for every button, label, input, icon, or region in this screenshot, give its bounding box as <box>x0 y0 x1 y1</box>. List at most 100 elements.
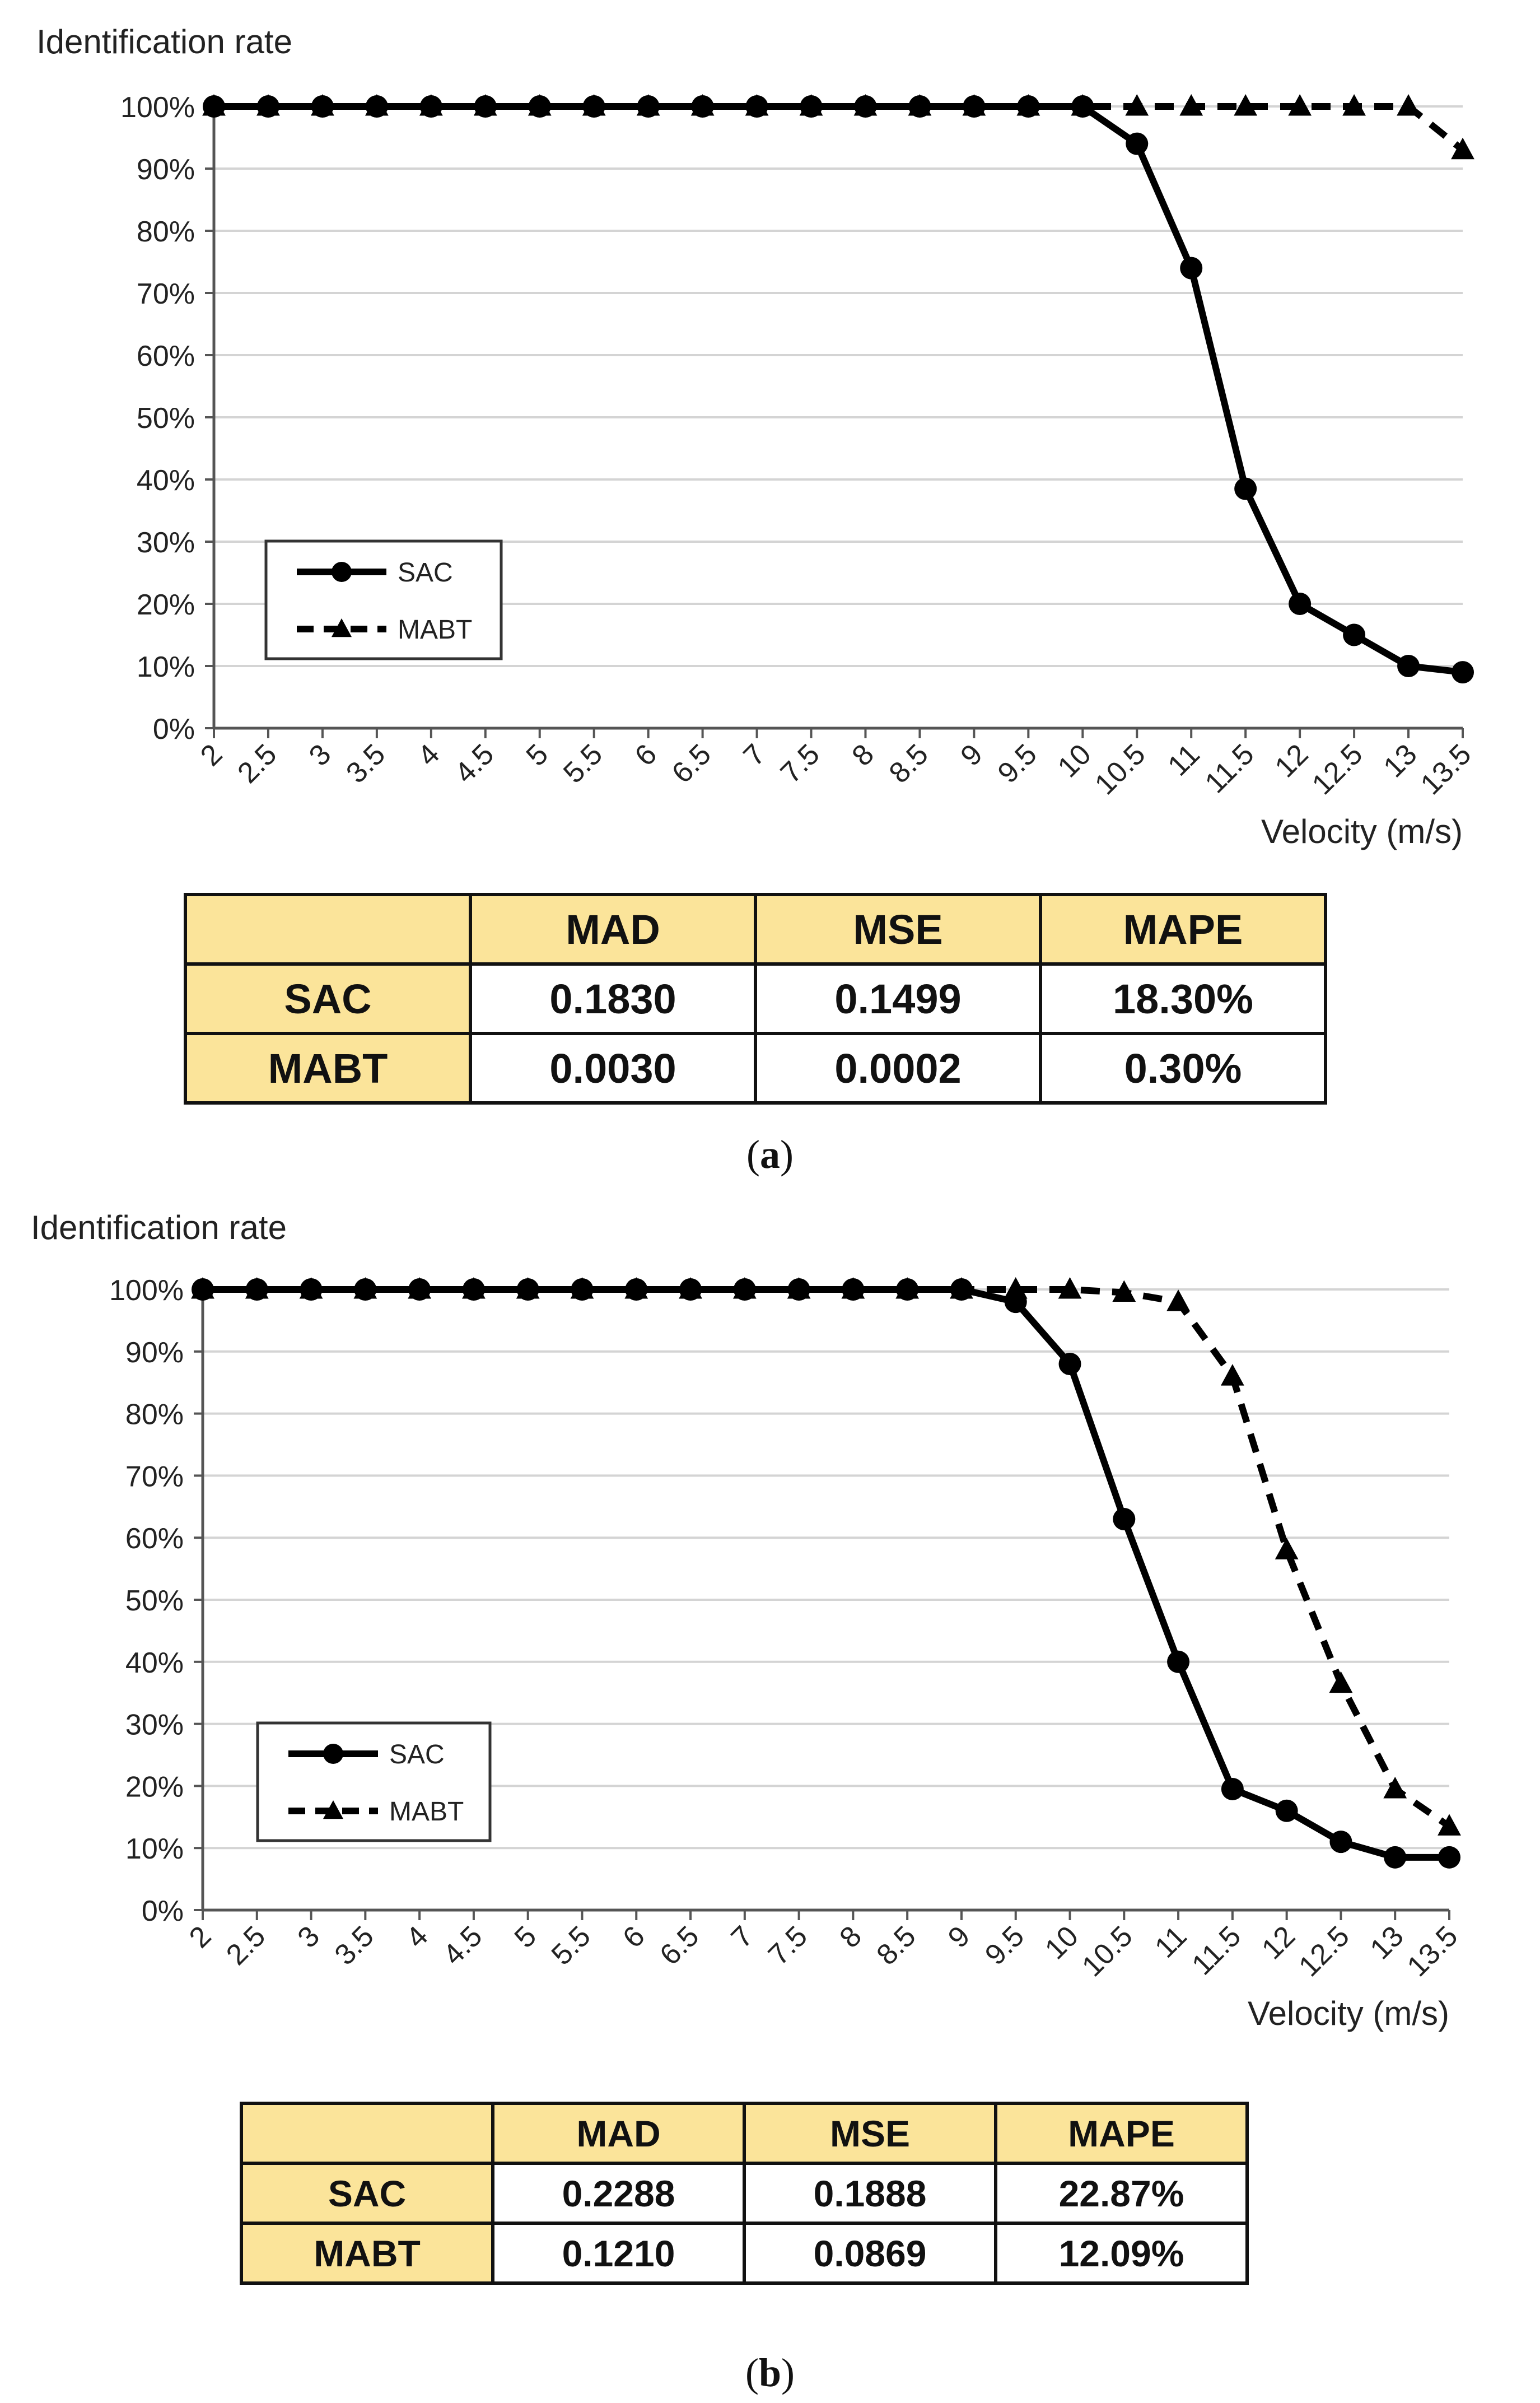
caption-letter: b <box>758 2350 782 2395</box>
data-point-sac <box>1004 1291 1027 1314</box>
legend-marker-triangle <box>323 1800 344 1819</box>
data-point-sac <box>192 1278 214 1301</box>
data-point-mabt <box>1329 1671 1353 1693</box>
data-point-mabt <box>1288 94 1312 116</box>
table-cell: 0.0030 <box>469 1032 757 1105</box>
data-point-sac <box>1113 1507 1136 1530</box>
y-tick-label: 70% <box>125 1460 184 1493</box>
table-row: MABT 0.1210 0.0869 12.09% <box>240 2222 1249 2285</box>
data-point-sac <box>1343 623 1366 646</box>
data-point-sac <box>854 95 877 118</box>
legend-marker-circle <box>332 562 352 582</box>
table-cell: 0.2288 <box>491 2162 746 2225</box>
legend-label: SAC <box>389 1740 445 1769</box>
metrics-table-a: MAD MSE MAPE SAC 0.1830 0.1499 18.30% MA… <box>184 893 1327 1105</box>
x-tick-label: 4 <box>412 738 446 772</box>
y-tick-label: 40% <box>137 464 195 497</box>
y-tick-label: 30% <box>125 1709 184 1741</box>
data-point-sac <box>1384 1846 1407 1869</box>
x-tick-label: 10.5 <box>1076 1920 1139 1983</box>
table-row-label: MABT <box>240 2222 494 2285</box>
data-point-sac <box>745 95 768 118</box>
data-point-sac <box>419 95 442 118</box>
table-header-mad: MAD <box>491 2102 746 2165</box>
data-point-sac <box>1167 1650 1190 1673</box>
legend-marker-circle <box>323 1744 343 1764</box>
data-point-sac <box>245 1278 268 1301</box>
figure-caption-a: (a) <box>746 1132 794 1177</box>
data-point-sac <box>516 1278 539 1301</box>
x-tick-label: 3 <box>303 738 337 772</box>
x-tick-label: 13.5 <box>1401 1920 1464 1983</box>
data-point-sac <box>582 95 605 118</box>
y-tick-label: 0% <box>142 1895 184 1927</box>
x-tick-label: 6 <box>629 738 663 772</box>
table-cell: 0.1499 <box>754 962 1042 1035</box>
data-point-sac <box>787 1278 810 1301</box>
data-point-mabt <box>1275 1538 1299 1559</box>
table-cell: 0.0002 <box>754 1032 1042 1105</box>
y-tick-label: 20% <box>125 1771 184 1803</box>
table-header-mad: MAD <box>469 893 757 966</box>
data-point-mabt <box>1125 94 1149 116</box>
x-tick-label: 8 <box>833 1920 867 1954</box>
data-point-sac <box>842 1278 865 1301</box>
data-point-sac <box>311 95 334 118</box>
data-point-mabt <box>1058 1277 1082 1299</box>
data-point-sac <box>679 1278 702 1301</box>
y-tick-label: 30% <box>137 527 195 559</box>
x-tick-label: 4.5 <box>437 1920 488 1971</box>
data-point-sac <box>1234 477 1257 500</box>
y-tick-label: 10% <box>125 1833 184 1865</box>
table-row: SAC 0.2288 0.1888 22.87% <box>240 2162 1249 2225</box>
table-row: MABT 0.0030 0.0002 0.30% <box>184 1032 1327 1105</box>
table-header-mape: MAPE <box>994 2102 1249 2165</box>
data-point-sac <box>365 95 388 118</box>
x-tick-label: 8.5 <box>883 738 935 789</box>
y-tick-label: 50% <box>137 402 195 435</box>
table-header-mse: MSE <box>754 893 1042 966</box>
y-axis-title: Identification rate <box>31 1209 287 1246</box>
table-row: SAC 0.1830 0.1499 18.30% <box>184 962 1327 1035</box>
x-tick-label: 11.5 <box>1186 1920 1247 1981</box>
data-point-sac <box>733 1278 756 1301</box>
x-tick-label: 7 <box>725 1920 759 1954</box>
x-tick-label: 5.5 <box>557 738 609 789</box>
chart-a: 0% 10% 20% 30% 40% 50% 60% 70% 80% 90% 100% 2 2.5 3 3.… <box>36 23 1477 850</box>
y-tick-label: 10% <box>137 651 195 683</box>
y-tick-label: 60% <box>137 340 195 372</box>
caption-letter: a <box>760 1132 780 1177</box>
data-point-mabt <box>1397 94 1420 116</box>
table-cell: 0.1210 <box>491 2222 746 2285</box>
y-tick-label: 20% <box>137 589 195 621</box>
data-point-sac <box>1017 95 1040 118</box>
table-corner-cell <box>184 893 472 966</box>
x-tick-label: 2.5 <box>220 1920 272 1971</box>
table-cell: 0.1888 <box>743 2162 997 2225</box>
x-tick-label: 6.5 <box>666 738 717 789</box>
legend-label: MABT <box>398 615 472 645</box>
x-tick-label: 9.5 <box>979 1920 1030 1971</box>
series-line-mabt <box>214 103 1465 153</box>
x-tick-label: 8 <box>846 738 880 772</box>
x-tick-label: 2 <box>183 1920 217 1954</box>
y-tick-label: 90% <box>137 153 195 186</box>
x-tick-label: 7.5 <box>762 1920 814 1971</box>
data-point-mabt <box>1342 94 1366 116</box>
figure-caption-b: (b) <box>745 2350 795 2395</box>
table-row-label: SAC <box>240 2162 494 2225</box>
table-cell: 22.87% <box>994 2162 1249 2225</box>
data-point-sac <box>474 95 497 118</box>
y-tick-label: 50% <box>125 1585 184 1617</box>
panel-b: 0% 10% 20% 30% 40% 50% 60% 70% 80% 90% 100% 2 2.5 3 3.… <box>0 1199 1540 2403</box>
data-point-mabt <box>1220 1364 1244 1386</box>
x-tick-label: 9 <box>942 1920 976 1954</box>
panel-a: 0% 10% 20% 30% 40% 50% 60% 70% 80% 90% 100% 2 2.5 3 3.… <box>0 0 1540 1199</box>
data-point-sac <box>1329 1831 1352 1854</box>
x-tick-label: 6 <box>617 1920 651 1954</box>
data-point-sac <box>203 95 225 118</box>
data-point-sac <box>800 95 823 118</box>
table-corner-cell <box>240 2102 494 2165</box>
data-point-mabt <box>1234 94 1258 116</box>
y-axis-title: Identification rate <box>36 23 292 60</box>
